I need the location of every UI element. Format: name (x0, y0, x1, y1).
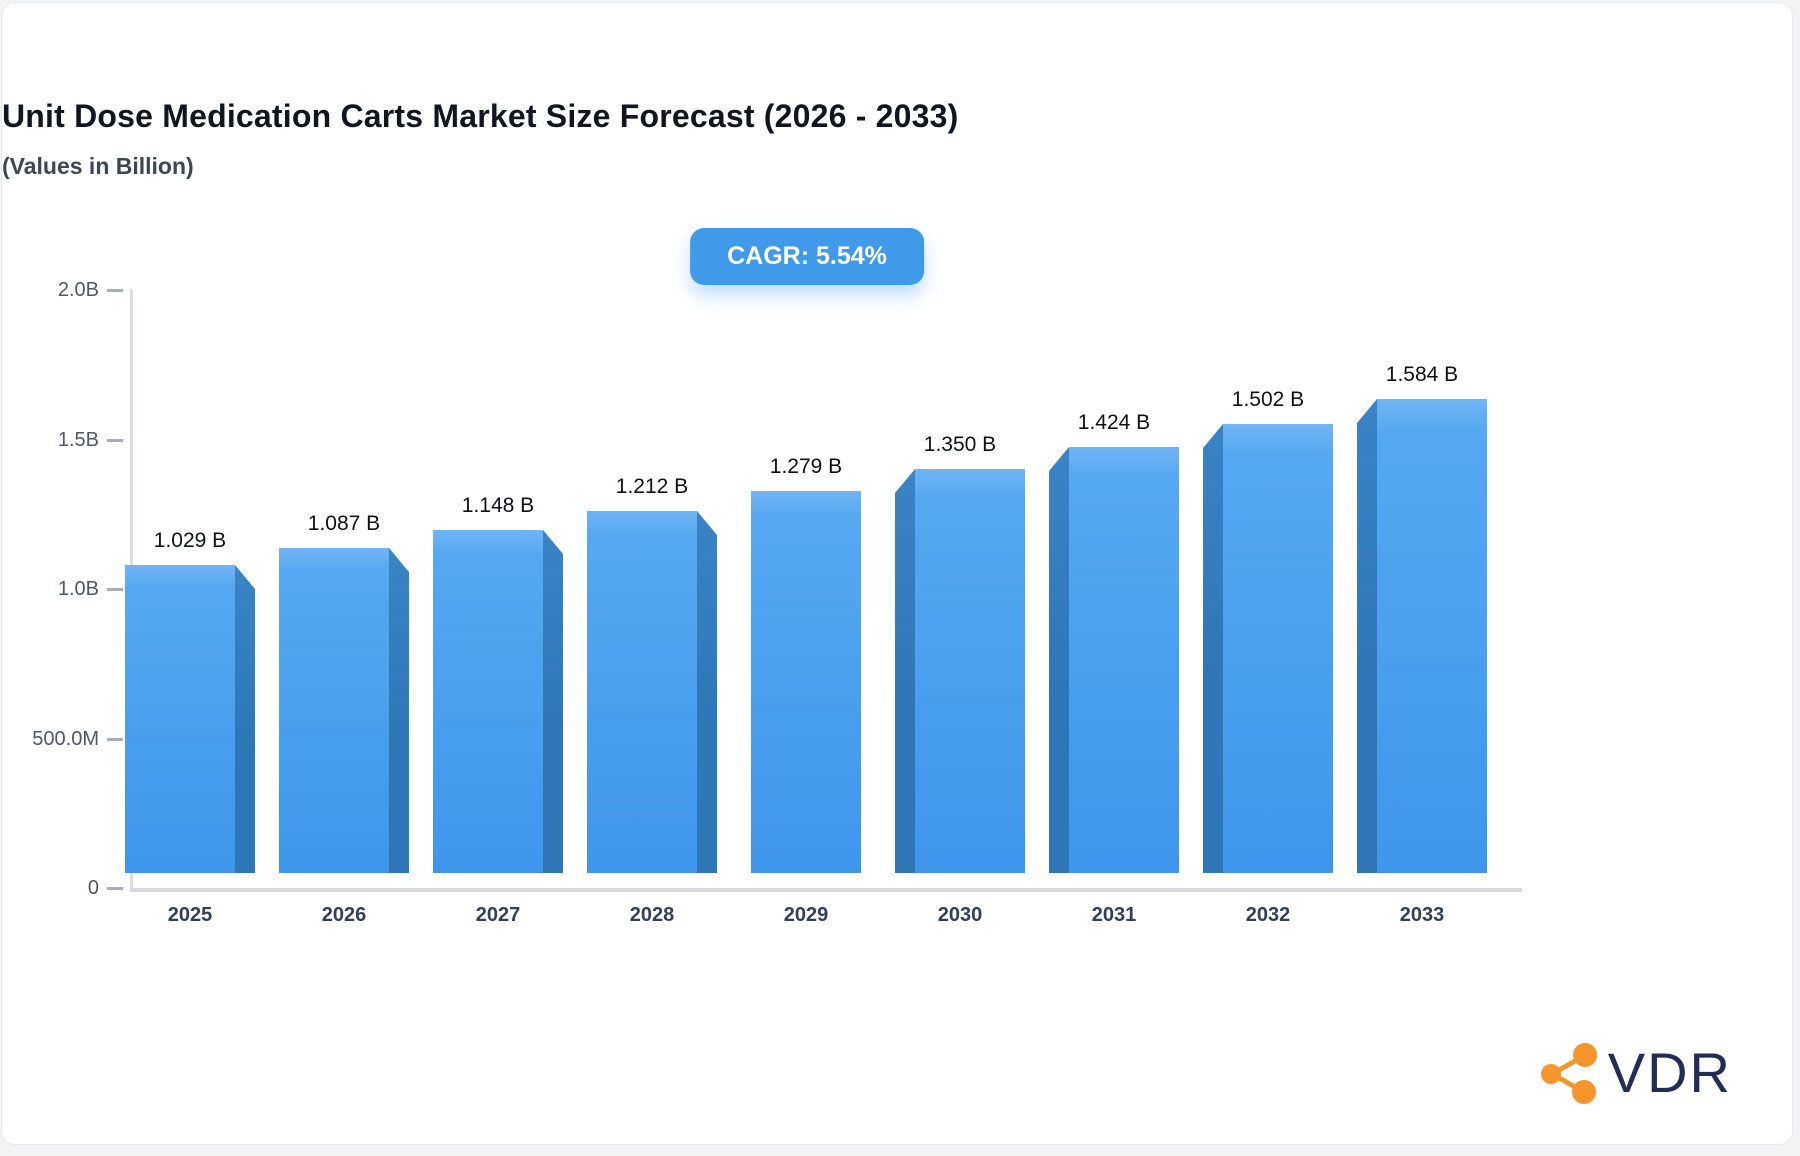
y-axis-tick-label-500.0M: 500.0M (32, 727, 99, 750)
bar-2029 (751, 491, 861, 873)
bar-2031 (1069, 447, 1179, 873)
bar-2027-side (543, 530, 563, 873)
bar-2026-side (389, 548, 409, 873)
x-axis-label-2029: 2029 (783, 904, 829, 926)
x-axis-label-2031: 2031 (1091, 904, 1137, 926)
x-axis-label-2025: 2025 (167, 904, 213, 926)
brand-name: VDR (1607, 1041, 1732, 1104)
x-axis-label-2028: 2028 (629, 904, 675, 926)
bar-value-label-2028: 1.212 B (615, 475, 689, 498)
bar-value-label-2025: 1.029 B (153, 529, 227, 552)
bar-value-label-2033: 1.584 B (1385, 363, 1459, 386)
y-axis-tick-label-1.5B: 1.5B (57, 428, 99, 451)
bar-2032-side (1203, 424, 1223, 873)
x-axis-label-2027: 2027 (475, 904, 521, 926)
y-axis-tick-mark-1.0B (107, 588, 123, 591)
x-axis-label-2030: 2030 (937, 904, 983, 926)
y-axis-tick-mark-0 (107, 887, 123, 890)
bar-2033 (1377, 399, 1487, 873)
bar-value-label-2030: 1.350 B (923, 433, 997, 456)
x-axis-label-2032: 2032 (1245, 904, 1291, 926)
bar-value-label-2027: 1.148 B (461, 494, 535, 517)
bar-2027 (433, 530, 543, 873)
x-axis-line (130, 888, 1522, 892)
y-axis-tick-mark-1.5B (107, 438, 123, 442)
bar-value-label-2032: 1.502 B (1231, 388, 1305, 411)
share-nodes-icon (1540, 1043, 1597, 1104)
bar-2025-side (235, 565, 255, 873)
bar-value-label-2029: 1.279 B (769, 455, 843, 478)
chart-title: Unit Dose Medication Carts Market Size F… (2, 98, 959, 134)
x-axis-label-2033: 2033 (1399, 904, 1445, 926)
y-axis-tick-mark-500.0M (107, 737, 123, 741)
chart-subtitle: (Values in Billion) (2, 153, 194, 179)
y-axis-tick-mark-2.0B (107, 289, 123, 292)
x-axis-label-2026: 2026 (321, 904, 367, 926)
bar-2028-side (697, 511, 717, 873)
bar-2028 (587, 511, 697, 873)
bar-value-label-2026: 1.087 B (307, 512, 381, 535)
bar-2033-side (1357, 399, 1377, 873)
y-axis-tick-label-0: 0 (87, 877, 99, 899)
bar-2025 (125, 565, 235, 873)
cagr-badge: CAGR: 5.54% (690, 228, 924, 285)
bar-2032 (1223, 424, 1333, 873)
brand-logo: VDR (1538, 1041, 1732, 1105)
bar-value-label-2031: 1.424 B (1077, 411, 1151, 434)
y-axis-tick-label-2.0B: 2.0B (57, 279, 99, 301)
bar-2030 (915, 469, 1025, 873)
bar-2030-side (895, 469, 915, 873)
bar-2026 (279, 548, 389, 873)
bar-2031-side (1049, 447, 1069, 873)
y-axis-tick-label-1.0B: 1.0B (57, 578, 99, 600)
